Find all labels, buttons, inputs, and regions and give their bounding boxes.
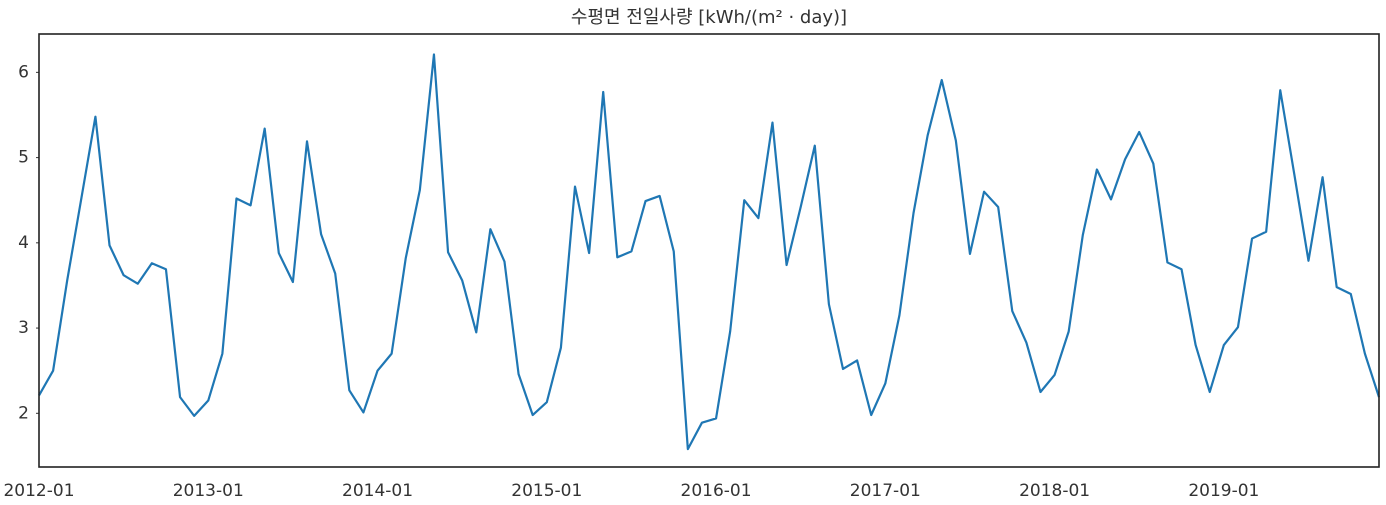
y-tick-label: 2	[18, 403, 29, 423]
x-tick-label: 2016-01	[681, 481, 752, 501]
x-tick-label: 2018-01	[1019, 481, 1090, 501]
y-tick-label: 6	[18, 62, 29, 82]
plot-frame	[38, 33, 1380, 468]
data-line	[38, 53, 1381, 451]
chart-title: 수평면 전일사량 [kWh/(m² · day)]	[571, 7, 847, 28]
y-tick-label: 5	[18, 148, 29, 168]
y-tick-label: 4	[18, 233, 29, 253]
x-tick-label: 2015-01	[511, 481, 582, 501]
x-tick-label: 2017-01	[850, 481, 921, 501]
x-tick-label: 2014-01	[342, 481, 413, 501]
x-tick-label: 2013-01	[173, 481, 244, 501]
x-tick-label: 2019-01	[1188, 481, 1259, 501]
y-tick-label: 3	[18, 318, 29, 338]
x-tick-label: 2012-01	[3, 481, 74, 501]
